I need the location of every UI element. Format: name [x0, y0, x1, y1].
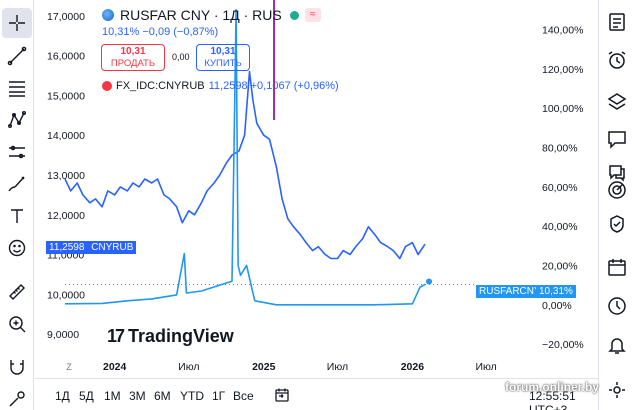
- ruler-icon[interactable]: [2, 277, 32, 307]
- legend-title[interactable]: RUSFAR CNY · 1Д · RUS: [120, 7, 282, 23]
- compare-flag-icon: [102, 81, 112, 91]
- right-axis-tick-label: 100,00%: [542, 103, 583, 115]
- left-axis-tick-label: 9,0000: [47, 329, 79, 341]
- legend-flag-badge: ≈: [304, 8, 321, 22]
- buy-label: КУПИТЬ: [204, 58, 242, 69]
- layers-icon[interactable]: [603, 88, 631, 116]
- range-ytd-button[interactable]: YTD: [180, 389, 204, 403]
- trendline-icon[interactable]: [2, 41, 32, 71]
- hotlist-icon[interactable]: [603, 292, 631, 320]
- settings-icon[interactable]: [603, 376, 631, 404]
- magnet-icon[interactable]: [2, 352, 32, 382]
- compare-symbol: FX_IDC:CNYRUB: [116, 80, 205, 92]
- right-axis-tick-label: 80,00%: [542, 142, 578, 154]
- range-1m-button[interactable]: 1М: [104, 389, 121, 403]
- x-axis-tick-label: 2024: [103, 361, 127, 373]
- right-axis-tick-label: 60,00%: [542, 182, 578, 194]
- cnyrub-price-value: 11,2598: [49, 242, 85, 253]
- buy-button[interactable]: 10,31 КУПИТЬ: [196, 44, 250, 71]
- x-axis-tick-label: 2026: [401, 361, 425, 373]
- sell-price: 10,31: [120, 46, 146, 57]
- left-axis-tick-label: 14,0000: [47, 130, 85, 142]
- symbol-legend[interactable]: RUSFAR CNY · 1Д · RUS ≈: [102, 7, 321, 23]
- sell-label: ПРОДАТЬ: [110, 58, 156, 69]
- text-icon[interactable]: [2, 201, 32, 231]
- fib-icon[interactable]: [2, 73, 32, 103]
- right-widget-toolbar: [598, 0, 634, 410]
- calculator-icon[interactable]: [603, 210, 631, 238]
- x-axis-tick-label: Июл: [178, 361, 199, 373]
- right-axis-tick-label: 0,00%: [542, 300, 572, 312]
- right-axis-tick-label: 40,00%: [542, 221, 578, 233]
- rusfar-symbol-tag: RUSFARCNY: [476, 285, 544, 298]
- left-axis-tick-label: 15,0000: [47, 90, 85, 102]
- legend-change: 10,31% −0,09 (−0,87%): [102, 26, 219, 38]
- range-all-button[interactable]: Все: [233, 389, 254, 403]
- forum-watermark: forum.onliner.by: [505, 380, 600, 394]
- alarm-icon[interactable]: [603, 46, 631, 74]
- range-1y-button[interactable]: 1Г: [212, 389, 226, 403]
- x-axis-tick-label: 2025: [252, 361, 276, 373]
- watchlist-icon[interactable]: [603, 8, 631, 36]
- emoji-icon[interactable]: [2, 233, 32, 263]
- brush-icon[interactable]: [2, 169, 32, 199]
- cnyrub-series-line: [64, 70, 426, 260]
- pattern-icon[interactable]: [2, 105, 32, 135]
- cnyrub-price-tag: 11,2598 CNYRUB: [46, 241, 137, 254]
- x-axis-tick-label: Июл: [475, 361, 496, 373]
- lock-draw-icon[interactable]: [2, 384, 32, 410]
- bottom-toolbar: 1Д 5Д 1М 3М 6М YTD 1Г Все 12:55:51 UTC+3: [35, 378, 598, 410]
- clock[interactable]: 12:55:51 UTC+3: [529, 389, 576, 410]
- right-axis-tick-label: 120,00%: [542, 64, 583, 76]
- x-axis-tick-label: Июл: [327, 361, 348, 373]
- timezone-label: Z: [66, 362, 72, 372]
- range-1d-button[interactable]: 1Д: [55, 389, 70, 403]
- sell-button[interactable]: 10,31 ПРОДАТЬ: [101, 44, 165, 71]
- goto-date-icon[interactable]: [274, 387, 290, 403]
- rusfar-last-point: [426, 278, 433, 285]
- left-axis-tick-label: 12,0000: [47, 210, 85, 222]
- left-axis-tick-label: 10,0000: [47, 289, 85, 301]
- buy-price: 10,31: [210, 46, 236, 57]
- chart-pane[interactable]: 17,0000 16,0000 15,0000 14,0000 13,0000 12,00…: [35, 0, 597, 378]
- range-3m-button[interactable]: 3М: [129, 389, 146, 403]
- chat-icon[interactable]: [603, 125, 631, 153]
- left-axis-tick-label: 17,0000: [47, 11, 85, 23]
- tradingview-logo[interactable]: 17 TradingView: [107, 326, 234, 347]
- prediction-icon[interactable]: [2, 137, 32, 167]
- compare-legend[interactable]: FX_IDC:CNYRUB 11,2598 +0,1067 (+0,96%): [102, 80, 339, 92]
- notification-icon[interactable]: [603, 331, 631, 359]
- range-5d-button[interactable]: 5Д: [79, 389, 94, 403]
- left-drawing-toolbar: [0, 0, 34, 410]
- market-status-icon: [289, 10, 299, 20]
- left-axis-tick-label: 13,0000: [47, 170, 85, 182]
- ideas-icon[interactable]: [603, 158, 631, 186]
- rusfarcny-series-line: [64, 9, 426, 306]
- rusfar-price-tag: 10,31%: [536, 285, 576, 298]
- cnyrub-price-symbol: CNYRUB: [91, 242, 134, 253]
- target-icon[interactable]: [603, 176, 631, 204]
- spread-value: 0,00: [172, 52, 190, 62]
- compare-value: 11,2598 +0,1067 (+0,96%): [208, 80, 339, 92]
- right-axis-tick-label: 20,00%: [542, 260, 578, 272]
- symbol-logo-icon: [102, 9, 114, 21]
- left-axis-tick-label: 16,0000: [47, 51, 85, 63]
- crosshair-icon[interactable]: [2, 8, 32, 38]
- tradingview-logo-text: TradingView: [128, 326, 234, 346]
- right-axis-tick-label: 140,00%: [542, 24, 583, 36]
- range-6m-button[interactable]: 6М: [154, 389, 171, 403]
- calendar-icon[interactable]: [603, 253, 631, 281]
- right-axis-tick-label: −20,00%: [542, 339, 584, 351]
- zoom-in-icon[interactable]: [2, 309, 32, 339]
- tradingview-logo-icon: 17: [107, 326, 125, 346]
